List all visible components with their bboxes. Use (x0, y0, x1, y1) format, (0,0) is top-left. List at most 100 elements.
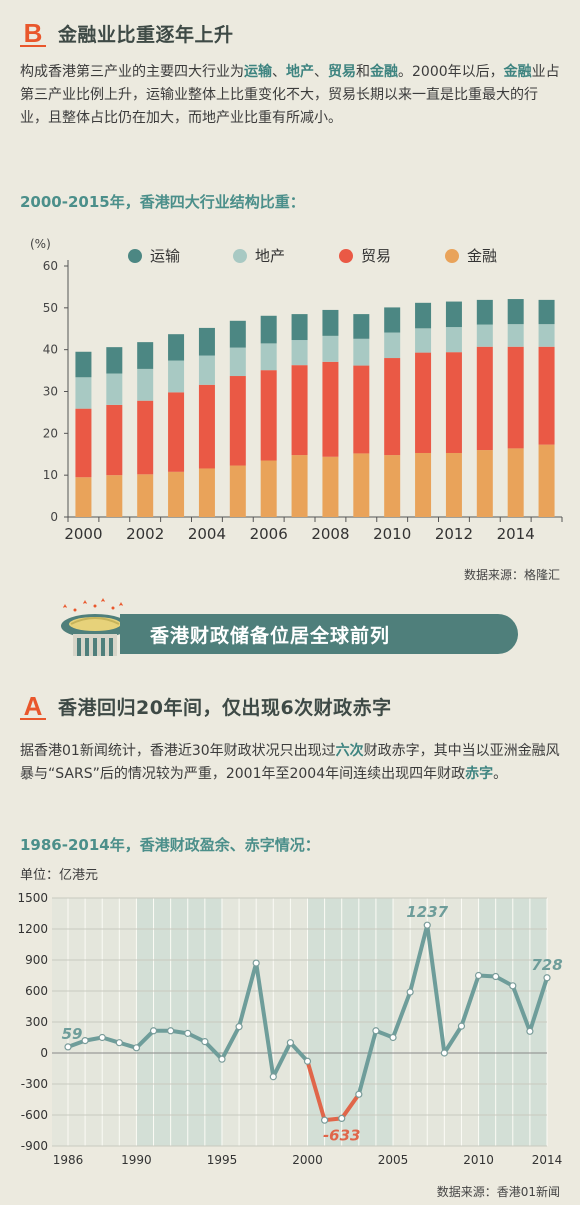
highlight-term: 六次 (335, 743, 364, 759)
bar-segment-2003-运输 (168, 334, 185, 361)
data-point-2010 (474, 971, 483, 980)
legend-marker-运输 (128, 249, 142, 263)
line-segment (254, 961, 276, 1079)
line-x-tick-label: 1986 (53, 1153, 84, 1167)
bar-segment-2000-贸易 (75, 408, 92, 478)
data-point-2001 (321, 1116, 329, 1124)
industry-chart-title: 2000-2015年，香港四大行业结构比重： (20, 193, 305, 211)
data-point-2013 (526, 1027, 534, 1035)
legend-label-金融: 金融 (467, 247, 497, 265)
bar-segment-2006-地产 (260, 343, 277, 371)
bar-x-tick-label: 2000 (64, 525, 102, 543)
section-a-title: 香港回归20年间，仅出现6次财政赤字 (58, 697, 392, 719)
legend-label-运输: 运输 (150, 247, 180, 265)
bar-segment-2006-运输 (260, 315, 277, 344)
paragraph-text: 、 (272, 64, 286, 80)
bar-x-tick-label: 2006 (250, 525, 288, 543)
section-b-paragraph: 构成香港第三产业的主要四大行业为运输、地产、贸易和金融。2000年以后，金融业占… (20, 61, 565, 130)
value-annotation: -633 (323, 1126, 361, 1144)
line-y-tick-label: -300 (21, 1077, 48, 1091)
industry-structure-chart: (%) 0 10 20 30 40 50 60 2000 2002 2004 2006 2008 2010… (30, 237, 563, 543)
bar-segment-2014-金融 (507, 448, 524, 517)
data-point-1998 (269, 1073, 277, 1081)
line-segment (408, 923, 430, 995)
bar-segment-2004-贸易 (198, 384, 215, 469)
bar-segment-2002-地产 (137, 368, 154, 401)
bar-segment-2001-贸易 (106, 404, 123, 476)
bar-y-tick-label: 20 (43, 426, 58, 440)
bar-segment-2000-金融 (75, 477, 92, 517)
bar-y-tick-label: 30 (43, 385, 58, 399)
fiscal-balance-chart: 1500 1200 900 600 300 0 -300 -600 -900 1986 1990 19… (17, 891, 563, 1167)
bar-segment-2006-贸易 (260, 370, 277, 461)
line-y-tick-label: -900 (21, 1139, 48, 1153)
bar-segment-2000-地产 (75, 377, 92, 409)
section-a-letter: A (20, 693, 46, 720)
fiscal-reserve-banner-text: 香港财政储备位居全球前列 (150, 625, 391, 647)
bar-segment-2010-地产 (384, 332, 401, 359)
data-point-2002 (338, 1114, 346, 1123)
value-annotation: 1237 (406, 903, 448, 921)
line-segment (202, 1039, 224, 1062)
bar-x-tick-label: 2008 (311, 525, 349, 543)
bar-segment-2001-地产 (106, 373, 123, 405)
line-segment (288, 1040, 310, 1064)
bar-segment-2008-金融 (322, 456, 339, 517)
bar-segment-2004-运输 (198, 327, 215, 356)
legend-marker-金融 (445, 249, 459, 263)
data-point-1987 (81, 1037, 89, 1045)
line-y-tick-label: 0 (40, 1046, 48, 1060)
bar-segment-2002-贸易 (137, 400, 154, 475)
bar-segment-2012-贸易 (445, 352, 462, 453)
bar-x-tick-label: 2012 (435, 525, 473, 543)
bar-segment-2012-运输 (445, 301, 462, 328)
data-point-1994 (201, 1038, 209, 1046)
line-segment (356, 1028, 378, 1097)
data-point-2000 (303, 1057, 312, 1065)
bar-segment-2006-金融 (260, 460, 277, 517)
line-y-tick-label: 600 (25, 984, 48, 998)
section-b-title: 金融业比重逐年上升 (58, 24, 234, 46)
fiscal-reserve-banner (120, 614, 518, 654)
legend-marker-贸易 (339, 249, 353, 263)
bar-segment-2005-贸易 (229, 376, 246, 466)
bar-segment-2015-金融 (538, 444, 555, 517)
bar-segment-2002-运输 (137, 342, 154, 369)
bar-segment-2014-贸易 (507, 346, 524, 449)
data-point-1999 (286, 1039, 294, 1047)
bar-y-unit-label: (%) (30, 237, 51, 251)
line-y-tick-label: 300 (25, 1015, 48, 1029)
data-point-1988 (98, 1033, 106, 1042)
legend-label-贸易: 贸易 (361, 247, 391, 265)
bar-segment-2015-地产 (538, 324, 555, 347)
line-segment (391, 990, 413, 1040)
line-y-tick-label: 1200 (17, 922, 48, 936)
data-point-1996 (235, 1023, 243, 1031)
bar-segment-2003-贸易 (168, 392, 185, 472)
bar-y-tick-label: 60 (43, 259, 58, 273)
bar-y-tick-label: 10 (43, 468, 58, 482)
bar-segment-2007-地产 (291, 340, 308, 366)
bar-segment-2012-地产 (445, 327, 462, 353)
data-point-2005 (389, 1033, 397, 1042)
bar-x-tick-label: 2002 (126, 525, 164, 543)
line-segment (305, 1059, 327, 1123)
line-segment (219, 1024, 242, 1062)
bar-segment-2014-地产 (507, 324, 524, 347)
paragraph-text: 财政赤字，其中当以亚洲金融风暴与“SARS”后的情况较为严重，2001年至200… (20, 743, 560, 782)
paragraph-text: 业占第三产业比例上升，运输业整体上比重变化不大，贸易长期以来一直是比重最大的行业… (20, 64, 560, 126)
line-segment (237, 961, 259, 1029)
bar-segment-2010-金融 (384, 455, 401, 517)
bar-segment-2008-运输 (322, 309, 339, 336)
fiscal-chart-source: 数据来源：香港01新闻 (436, 1185, 560, 1199)
line-y-tick-label: 1500 (17, 891, 48, 905)
bar-segment-2011-运输 (415, 302, 432, 329)
line-x-tick-label: 2014 (532, 1153, 563, 1167)
data-point-1986 (64, 1043, 72, 1051)
line-y-tick-label: 900 (25, 953, 48, 967)
bar-segment-2011-地产 (415, 328, 432, 353)
bar-segment-2009-地产 (353, 338, 370, 366)
bar-segment-2003-金融 (168, 471, 185, 517)
line-segment (510, 983, 532, 1034)
data-point-1990 (132, 1044, 141, 1052)
